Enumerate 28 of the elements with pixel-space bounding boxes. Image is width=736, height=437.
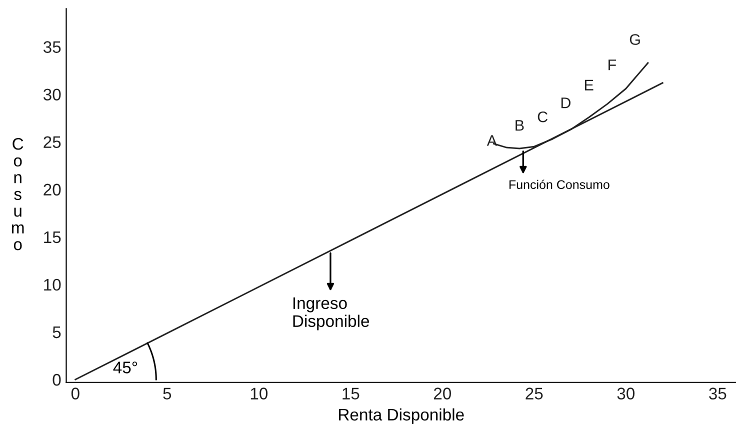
- annotation: Ingreso Disponible: [293, 297, 370, 330]
- y-tick-label: 20: [44, 184, 61, 196]
- x-tick-label: 30: [617, 388, 635, 400]
- annotation: D: [561, 98, 570, 108]
- x-tick-label: 0: [71, 388, 80, 400]
- y-axis-title: Consumo: [12, 138, 24, 250]
- x-tick-label: 25: [526, 388, 543, 400]
- y-tick-label: 0: [52, 374, 61, 386]
- x-tick-label: 10: [250, 388, 268, 400]
- y-tick-label: 35: [43, 41, 61, 53]
- x-tick-label: 20: [434, 388, 452, 400]
- x-axis-title: Renta Disponible: [339, 408, 464, 424]
- x-tick-label: 15: [342, 388, 360, 400]
- y-tick-label: 5: [52, 326, 61, 338]
- annotation: E: [584, 80, 594, 90]
- annotation: Función Consumo: [509, 180, 610, 190]
- x-tick-label: 5: [163, 388, 172, 400]
- annotation: 45°: [113, 362, 138, 374]
- annotation: F: [608, 60, 616, 70]
- annotation: A: [486, 135, 498, 146]
- y-tick-label: 25: [44, 136, 61, 148]
- y-tick-label: 10: [44, 278, 61, 291]
- x-tick-label: 35: [709, 388, 726, 400]
- y-tick-label: 15: [44, 231, 61, 244]
- annotation: B: [516, 120, 524, 131]
- annotation: C: [538, 111, 548, 122]
- annotation: G: [630, 34, 640, 45]
- y-tick-label: 30: [43, 88, 61, 101]
